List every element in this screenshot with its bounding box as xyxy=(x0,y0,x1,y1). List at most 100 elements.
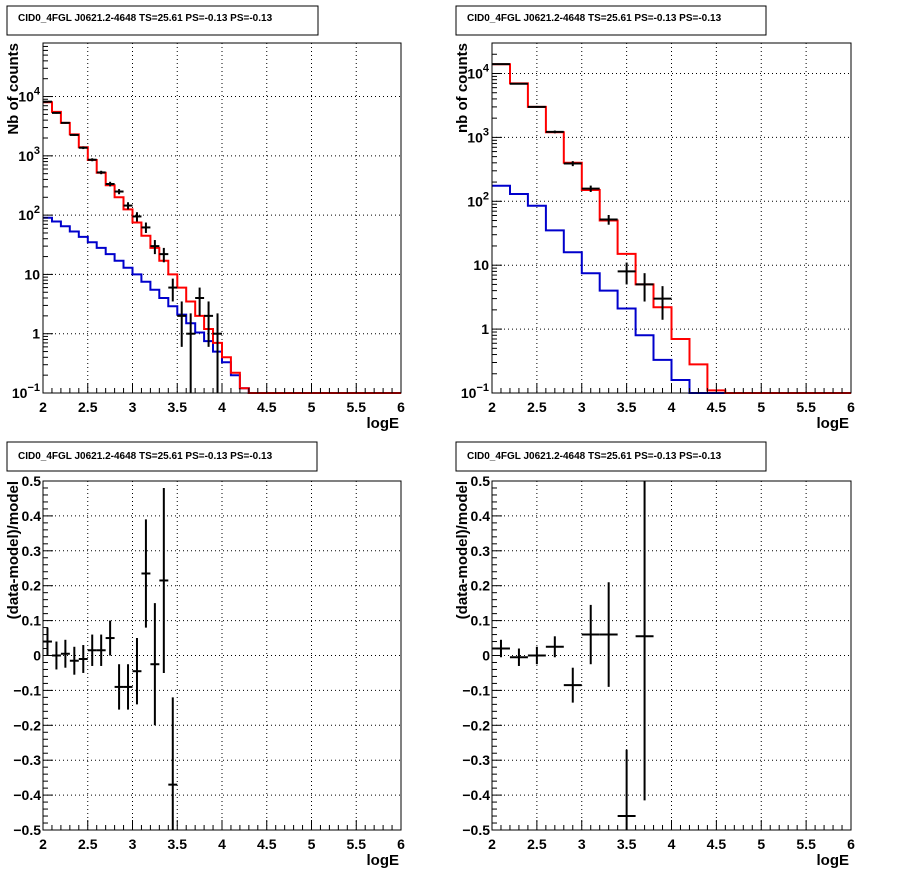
data-point xyxy=(159,247,169,263)
data-point xyxy=(114,189,124,195)
x-tick-label: 4.5 xyxy=(257,836,277,852)
x-axis-ticks xyxy=(42,383,402,393)
y-tick-label: 10 xyxy=(473,257,489,273)
data-point xyxy=(123,202,133,210)
x-tick-label: 5.5 xyxy=(796,836,816,852)
residual-point xyxy=(509,648,528,666)
data-point xyxy=(69,133,79,137)
counts-panel-right: CID0_4FGL J0621.2-4648 TS=25.61 PS=-0.13… xyxy=(454,5,855,432)
y-tick-label: 0.5 xyxy=(22,473,42,489)
x-tick-label: 2.5 xyxy=(78,399,98,415)
residual-point xyxy=(150,603,160,726)
x-axis-ticks xyxy=(42,820,402,830)
data-point xyxy=(186,313,196,393)
residual-point xyxy=(168,697,178,830)
data-point xyxy=(96,170,106,175)
x-tick-label: 5.5 xyxy=(796,399,816,415)
data-point xyxy=(105,181,115,187)
x-axis-label: logE xyxy=(367,415,400,432)
y-tick-label: 0 xyxy=(33,648,41,664)
x-tick-label: 3 xyxy=(129,836,137,852)
residual-point xyxy=(51,641,61,670)
y-tick-label: −0.3 xyxy=(13,752,41,768)
x-tick-label: 6 xyxy=(847,399,855,415)
x-tick-label: 3.5 xyxy=(617,836,637,852)
residual-point xyxy=(96,634,106,666)
plot-title: CID0_4FGL J0621.2-4648 TS=25.61 PS=-0.13… xyxy=(467,451,722,462)
x-tick-label: 5 xyxy=(308,399,316,415)
y-tick-label: 0.1 xyxy=(471,613,491,629)
residual-point xyxy=(69,646,79,675)
data-point xyxy=(78,146,88,150)
y-tick-label: −0.5 xyxy=(462,822,490,838)
y-tick-label: 0 xyxy=(482,648,490,664)
residual-point xyxy=(132,638,142,705)
residual-point xyxy=(123,664,133,710)
data-point xyxy=(141,222,151,233)
residual-point xyxy=(563,667,582,703)
x-axis-ticks xyxy=(491,820,852,830)
x-tick-label: 5 xyxy=(757,836,765,852)
x-tick-label: 4 xyxy=(668,836,676,852)
data-point xyxy=(599,215,618,225)
x-tick-label: 3 xyxy=(578,399,586,415)
y-tick-label: 10−1 xyxy=(12,382,40,401)
y-tick-label: 1 xyxy=(481,321,489,337)
y-tick-label: −0.4 xyxy=(13,787,41,803)
data-point xyxy=(213,313,222,393)
data-point xyxy=(132,212,142,222)
y-tick-label: −0.5 xyxy=(13,822,41,838)
residual-point xyxy=(635,481,654,801)
x-tick-label: 5.5 xyxy=(347,836,367,852)
y-tick-label: 0.3 xyxy=(22,543,42,559)
data-point xyxy=(545,130,564,134)
x-tick-label: 2 xyxy=(39,399,47,415)
y-tick-label: 0.3 xyxy=(471,543,491,559)
x-tick-label: 4.5 xyxy=(707,836,727,852)
y-tick-label: 102 xyxy=(18,204,40,223)
title-box xyxy=(455,5,767,36)
y-axis-ticks xyxy=(43,42,53,394)
x-tick-label: 2.5 xyxy=(527,399,547,415)
y-tick-label: 0.1 xyxy=(22,613,42,629)
data-point xyxy=(51,111,61,114)
y-axis-label: nb of counts xyxy=(454,43,471,133)
residual-point xyxy=(60,639,70,668)
y-axis-label: (data-model)/model xyxy=(454,481,471,619)
x-tick-label: 2 xyxy=(488,836,496,852)
grid-lines xyxy=(43,481,401,830)
data-point xyxy=(168,278,178,302)
residual-point xyxy=(581,604,600,665)
residual-point xyxy=(114,664,124,710)
y-tick-label: 1 xyxy=(32,326,40,342)
y-tick-label: 0.5 xyxy=(471,473,491,489)
data-point xyxy=(195,287,205,316)
data-point xyxy=(653,286,672,320)
data-point xyxy=(150,240,160,255)
x-tick-label: 6 xyxy=(847,836,855,852)
x-tick-label: 3.5 xyxy=(617,399,637,415)
x-tick-label: 5 xyxy=(308,836,316,852)
data-point xyxy=(87,158,97,162)
y-tick-label: −0.2 xyxy=(462,717,490,733)
model-source-histogram xyxy=(43,216,401,394)
data-point xyxy=(563,161,582,167)
x-axis-ticks xyxy=(491,383,852,393)
residual-point xyxy=(78,645,88,673)
data-point xyxy=(617,262,636,285)
grid-lines xyxy=(43,43,401,393)
residual-point xyxy=(545,636,564,658)
y-axis-ticks xyxy=(492,480,502,831)
residual-point xyxy=(159,487,169,673)
data-point xyxy=(204,301,214,347)
residuals-panel-left: CID0_4FGL J0621.2-4648 TS=25.61 PS=-0.13… xyxy=(5,441,405,869)
x-tick-label: 4.5 xyxy=(257,399,277,415)
y-tick-label: 0.4 xyxy=(471,508,491,524)
y-tick-label: 0.2 xyxy=(471,578,491,594)
y-tick-label: −0.2 xyxy=(13,717,41,733)
x-tick-label: 4 xyxy=(668,399,676,415)
title-box xyxy=(455,441,767,472)
y-tick-label: 103 xyxy=(18,145,40,164)
data-points xyxy=(43,100,222,393)
x-tick-label: 5 xyxy=(757,399,765,415)
